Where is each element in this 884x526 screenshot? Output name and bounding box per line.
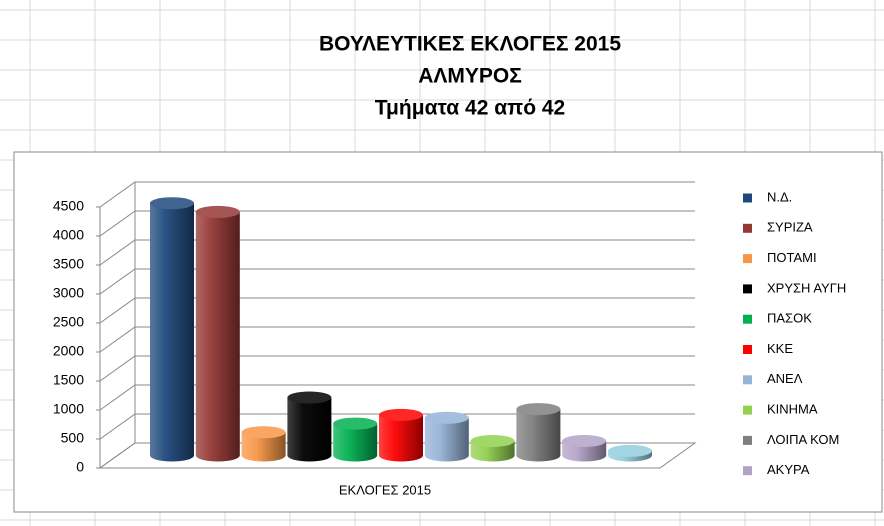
- legend-label: ΣΥΡΙΖΑ: [767, 220, 813, 235]
- legend-swatch: [743, 314, 752, 324]
- legend-swatch: [743, 284, 752, 294]
- bar-top: [424, 411, 469, 424]
- legend-swatch: [743, 435, 752, 445]
- legend-label: ΛΟΙΠΑ ΚΟΜ: [767, 432, 839, 447]
- y-tick-label: 1500: [53, 372, 84, 388]
- y-tick-label: 1000: [53, 401, 84, 417]
- chart-title: ΑΛΜΥΡΟΣ: [418, 65, 522, 88]
- bar: [516, 409, 561, 462]
- bar: [150, 203, 194, 462]
- grid-line: [99, 181, 695, 208]
- legend-label: ΚΙΝΗΜΑ: [767, 402, 818, 417]
- bar-top: [516, 403, 561, 416]
- bar: [241, 432, 286, 462]
- bar-top: [608, 444, 652, 457]
- grid-line: [99, 384, 695, 411]
- grid-line: [99, 268, 695, 295]
- bar-top: [241, 426, 286, 439]
- bar: [379, 414, 423, 462]
- legend-swatch: [743, 345, 752, 354]
- y-tick-label: 4000: [53, 227, 84, 243]
- grid-line: [99, 355, 695, 382]
- x-category-label: ΕΚΛΟΓΕΣ 2015: [339, 482, 431, 497]
- y-tick-label: 3500: [53, 256, 84, 272]
- bar: [424, 417, 469, 462]
- legend-label: ΠΟΤΑΜΙ: [767, 250, 817, 265]
- legend-swatch: [743, 223, 752, 233]
- chart-title: Τμήματα 42 από 42: [375, 97, 565, 120]
- legend-swatch: [743, 254, 752, 264]
- bar-top: [287, 391, 332, 404]
- y-tick-label: 2500: [53, 314, 84, 330]
- legend-label: Ν.Δ.: [767, 189, 792, 204]
- bar-top: [470, 435, 515, 447]
- legend-swatch: [743, 466, 752, 476]
- legend-swatch: [743, 193, 752, 203]
- legend-label: ΠΑΣΟΚ: [767, 311, 812, 326]
- bar-top: [562, 435, 607, 447]
- grid-line: [99, 210, 695, 237]
- bar-top: [379, 408, 423, 421]
- chart-title: ΒΟΥΛΕΥΤΙΚΕΣ ΕΚΛΟΓΕΣ 2015: [319, 33, 621, 56]
- grid-line: [99, 413, 695, 440]
- grid-line: [99, 239, 695, 266]
- legend-label: ΧΡΥΣΗ ΑΥΓΗ: [767, 280, 846, 295]
- grid-line: [99, 297, 695, 324]
- legend-swatch: [743, 405, 752, 415]
- bar-top: [150, 197, 194, 210]
- bar: [333, 423, 378, 462]
- bar: [287, 397, 332, 462]
- legend-label: ΚΚΕ: [767, 341, 793, 356]
- bar: [195, 211, 240, 462]
- y-tick-label: 3000: [53, 285, 84, 301]
- y-tick-label: 4500: [53, 198, 84, 214]
- legend-label: ΑΝΕΛ: [767, 371, 803, 386]
- legend-label: ΑΚΥΡΑ: [767, 462, 810, 477]
- y-tick-label: 2000: [53, 343, 84, 359]
- bar-top: [333, 417, 378, 430]
- y-tick-label: 500: [61, 430, 85, 446]
- y-tick-label: 0: [76, 459, 84, 475]
- bar-top: [195, 205, 240, 218]
- grid-line: [99, 326, 695, 353]
- legend-swatch: [743, 375, 752, 385]
